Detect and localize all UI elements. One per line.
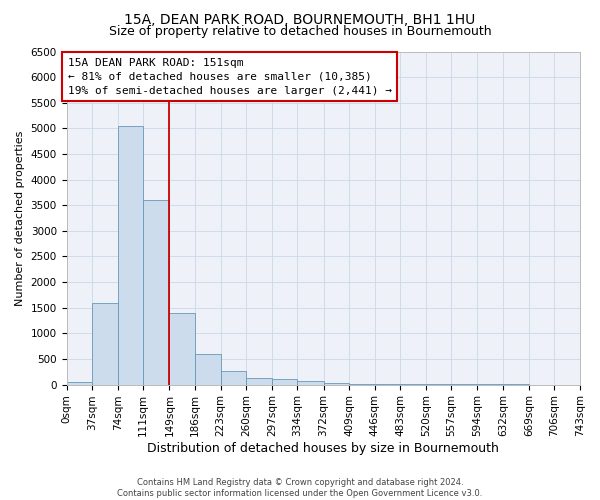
Bar [92,302,118,384]
Bar [272,380,298,384]
Bar [221,371,246,384]
Text: 15A, DEAN PARK ROAD, BOURNEMOUTH, BH1 1HU: 15A, DEAN PARK ROAD, BOURNEMOUTH, BH1 1H… [124,12,476,26]
Bar [169,313,195,384]
X-axis label: Distribution of detached houses by size in Bournemouth: Distribution of detached houses by size … [148,442,499,455]
Y-axis label: Number of detached properties: Number of detached properties [15,130,25,306]
Bar [323,382,349,384]
Bar [298,381,323,384]
Text: Size of property relative to detached houses in Bournemouth: Size of property relative to detached ho… [109,25,491,38]
Text: Contains HM Land Registry data © Crown copyright and database right 2024.
Contai: Contains HM Land Registry data © Crown c… [118,478,482,498]
Bar [195,354,221,384]
Text: 15A DEAN PARK ROAD: 151sqm
← 81% of detached houses are smaller (10,385)
19% of : 15A DEAN PARK ROAD: 151sqm ← 81% of deta… [68,58,392,96]
Bar [143,200,169,384]
Bar [118,126,143,384]
Bar [67,382,92,384]
Bar [246,378,272,384]
